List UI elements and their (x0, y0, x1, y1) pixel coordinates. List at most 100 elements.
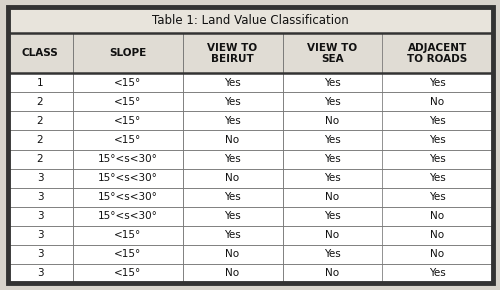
Text: <15°: <15° (114, 249, 141, 259)
Bar (72, 206, 182, 226)
Text: 3: 3 (36, 211, 44, 221)
Text: 3: 3 (36, 192, 44, 202)
Bar (72, 93, 182, 111)
Bar (182, 150, 282, 168)
Text: 3: 3 (36, 249, 44, 259)
Text: Yes: Yes (429, 116, 446, 126)
Text: Yes: Yes (224, 116, 241, 126)
Bar (282, 188, 382, 206)
Text: <15°: <15° (114, 230, 141, 240)
Text: VIEW TO
BEIRUT: VIEW TO BEIRUT (208, 43, 258, 64)
Bar (382, 206, 492, 226)
Text: Yes: Yes (224, 154, 241, 164)
Text: VIEW TO
SEA: VIEW TO SEA (308, 43, 358, 64)
Text: 3: 3 (36, 268, 44, 278)
Bar (282, 168, 382, 188)
Text: <15°: <15° (114, 116, 141, 126)
Bar (282, 93, 382, 111)
Text: Yes: Yes (324, 135, 341, 145)
Text: Yes: Yes (429, 78, 446, 88)
Bar (72, 130, 182, 150)
Text: Yes: Yes (324, 154, 341, 164)
Bar (282, 264, 382, 283)
Bar (382, 188, 492, 206)
Text: Yes: Yes (224, 211, 241, 221)
Bar (182, 93, 282, 111)
Text: ADJACENT
TO ROADS: ADJACENT TO ROADS (408, 43, 468, 64)
Bar (72, 226, 182, 245)
Text: Yes: Yes (224, 192, 241, 202)
Bar (8, 264, 72, 283)
Text: No: No (226, 135, 239, 145)
Bar (8, 93, 72, 111)
Bar (182, 33, 282, 73)
Bar (382, 150, 492, 168)
Bar (72, 168, 182, 188)
Text: 15°<s<30°: 15°<s<30° (98, 173, 158, 183)
Bar (382, 33, 492, 73)
Bar (182, 188, 282, 206)
Bar (182, 111, 282, 130)
Bar (382, 73, 492, 93)
Bar (382, 111, 492, 130)
Text: Yes: Yes (224, 230, 241, 240)
Text: Yes: Yes (324, 78, 341, 88)
Text: No: No (430, 249, 444, 259)
Bar (382, 226, 492, 245)
Text: Table 1: Land Value Classification: Table 1: Land Value Classification (152, 14, 348, 27)
Text: 2: 2 (36, 97, 44, 107)
Bar (282, 226, 382, 245)
Text: 15°<s<30°: 15°<s<30° (98, 192, 158, 202)
Text: No: No (226, 173, 239, 183)
Bar (72, 111, 182, 130)
Text: 15°<s<30°: 15°<s<30° (98, 154, 158, 164)
Bar (182, 264, 282, 283)
Text: Yes: Yes (429, 154, 446, 164)
Bar (8, 206, 72, 226)
Text: <15°: <15° (114, 97, 141, 107)
Bar (72, 33, 182, 73)
Bar (8, 150, 72, 168)
Text: <15°: <15° (114, 135, 141, 145)
Bar (72, 245, 182, 264)
Text: No: No (326, 192, 340, 202)
Bar (72, 150, 182, 168)
Text: <15°: <15° (114, 268, 141, 278)
Bar (8, 245, 72, 264)
Text: 2: 2 (36, 154, 44, 164)
Bar (282, 206, 382, 226)
Bar (8, 73, 72, 93)
Bar (8, 168, 72, 188)
Text: Yes: Yes (324, 211, 341, 221)
Text: No: No (430, 211, 444, 221)
Bar (8, 7, 492, 33)
Text: Yes: Yes (324, 97, 341, 107)
Text: No: No (430, 230, 444, 240)
Text: No: No (326, 116, 340, 126)
Bar (182, 73, 282, 93)
Text: Yes: Yes (429, 173, 446, 183)
Text: 3: 3 (36, 173, 44, 183)
Text: <15°: <15° (114, 78, 141, 88)
Bar (382, 245, 492, 264)
Bar (182, 206, 282, 226)
Text: Yes: Yes (224, 97, 241, 107)
Bar (182, 226, 282, 245)
Text: Yes: Yes (429, 135, 446, 145)
Bar (382, 130, 492, 150)
Bar (282, 111, 382, 130)
Bar (8, 111, 72, 130)
Text: No: No (326, 268, 340, 278)
Text: Yes: Yes (224, 78, 241, 88)
Bar (282, 245, 382, 264)
Text: Yes: Yes (429, 192, 446, 202)
Bar (72, 188, 182, 206)
Text: 15°<s<30°: 15°<s<30° (98, 211, 158, 221)
Text: SLOPE: SLOPE (109, 48, 146, 58)
Text: No: No (326, 230, 340, 240)
Text: 3: 3 (36, 230, 44, 240)
Bar (282, 130, 382, 150)
Text: Yes: Yes (324, 249, 341, 259)
Bar (282, 33, 382, 73)
Bar (8, 33, 72, 73)
